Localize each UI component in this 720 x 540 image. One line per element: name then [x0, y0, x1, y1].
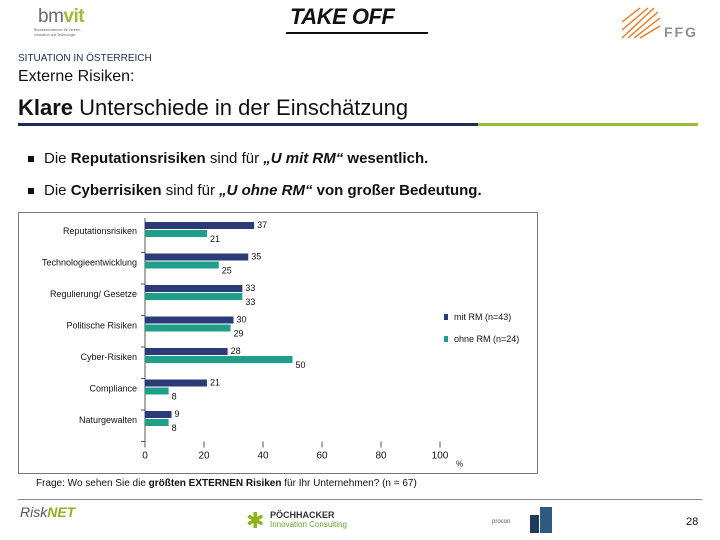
bullet-square-icon: [28, 188, 34, 195]
poechhacker-logo: PÖCHHACKER Innovation Consulting: [270, 510, 347, 529]
data-label: 35: [251, 252, 261, 262]
bmvit-logo: bmvit: [38, 6, 85, 27]
bar-mit-rm: [145, 285, 243, 292]
bar-ohne-rm: [145, 230, 207, 237]
x-tick-label: 80: [375, 451, 387, 462]
procon-logo-icon: [530, 507, 552, 533]
data-label: 21: [210, 234, 220, 244]
category-label: Regulierung/ Gesetze: [50, 289, 137, 299]
poechhacker-star-icon: ✱: [246, 508, 265, 533]
bullet-cyber: Die Cyberrisiken sind für „U ohne RM“ vo…: [28, 182, 482, 199]
title-rule-blue: [18, 123, 478, 126]
bar-mit-rm: [145, 348, 228, 355]
bmvit-logo-subtext: Bundesministerium für Verkehr, Innovatio…: [34, 28, 82, 37]
x-tick-label: 0: [142, 451, 148, 462]
bar-ohne-rm: [145, 324, 231, 332]
bar-mit-rm: [145, 222, 255, 229]
risknet-logo: RiskNET: [20, 504, 76, 520]
procon-logo: procon: [492, 519, 511, 525]
category-label: Compliance: [89, 384, 137, 394]
category-label: Politische Risiken: [66, 321, 137, 331]
ffg-logo-mark: [621, 7, 661, 39]
legend-swatch: [444, 314, 448, 320]
data-label: 25: [222, 266, 232, 276]
bullet-square-icon: [28, 156, 34, 163]
take-off-underline: [285, 32, 429, 34]
data-label: 8: [172, 392, 177, 402]
legend-label: mit RM (n=43): [454, 312, 511, 322]
data-label: 28: [231, 346, 241, 356]
data-label: 33: [245, 297, 255, 307]
legend-label: ohne RM (n=24): [454, 334, 519, 344]
data-label: 33: [245, 283, 255, 293]
category-label: Cyber-Risiken: [80, 352, 137, 362]
bar-ohne-rm: [145, 419, 169, 426]
legend-swatch: [444, 336, 448, 342]
take-off-logo: TAKE OFF: [290, 4, 395, 29]
footer-rule: [18, 499, 702, 500]
x-tick-label: 20: [198, 451, 210, 462]
category-label: Reputationsrisiken: [63, 226, 137, 236]
bar-ohne-rm: [145, 261, 219, 269]
question-footnote: Frage: Wo sehen Sie die größten EXTERNEN…: [36, 478, 417, 489]
bar-ohne-rm: [145, 387, 169, 395]
title-rule-green: [478, 123, 698, 126]
page-number: 28: [686, 516, 699, 528]
bar-mit-rm: [145, 411, 172, 418]
data-label: 9: [175, 409, 180, 419]
chart-frame: [18, 212, 538, 474]
section-label: SITUATION IN ÖSTERREICH: [18, 53, 152, 64]
data-label: 29: [234, 329, 244, 339]
data-label: 8: [172, 423, 177, 433]
bar-mit-rm: [145, 379, 207, 387]
bar-mit-rm: [145, 316, 234, 324]
category-label: Naturgewalten: [79, 415, 137, 425]
bar-ohne-rm: [145, 293, 243, 300]
x-tick-label: 40: [257, 451, 269, 462]
risk-bar-chart: 0 20 40 60 80 100% Reputationsrisiken 37 21 Techn…: [18, 212, 538, 474]
bar-mit-rm: [145, 253, 249, 261]
data-label: 21: [210, 378, 220, 388]
x-tick-label: 100: [432, 451, 449, 462]
data-label: 37: [257, 220, 267, 230]
x-tick-label: 60: [316, 451, 328, 462]
ffg-logo: FFG: [664, 24, 698, 40]
x-axis-unit: %: [456, 460, 463, 469]
bar-ohne-rm: [145, 356, 293, 363]
category-label: Technologieentwicklung: [42, 258, 137, 268]
data-label: 50: [296, 360, 306, 370]
bullet-reputation: Die Reputationsrisiken sind für „U mit R…: [28, 150, 428, 167]
slide-subtitle: Externe Risiken:: [18, 68, 135, 85]
slide-title: Klare Unterschiede in der Einschätzung: [18, 95, 409, 120]
data-label: 30: [237, 315, 247, 325]
